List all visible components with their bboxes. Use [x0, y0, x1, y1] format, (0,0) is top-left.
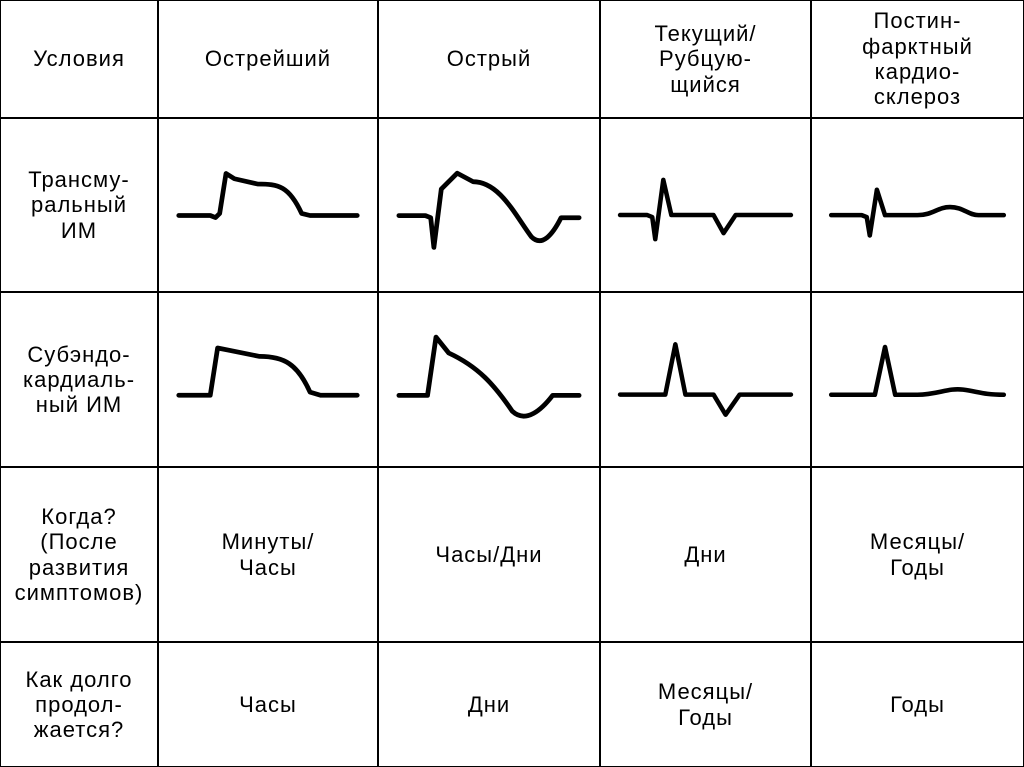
label: Когда?(Послеразвитиясимптомов): [15, 504, 144, 605]
header-acute: Острый: [378, 0, 600, 118]
value: Часы: [239, 692, 297, 717]
ecg-transmural-evolving: [600, 118, 811, 292]
ecg-waveform-icon: [605, 123, 806, 287]
ecg-subendo-evolving: [600, 292, 811, 467]
rowlabel-when: Когда?(Послеразвитиясимптомов): [0, 467, 158, 642]
header-postinfarct: Постин-фарктныйкардио-склероз: [811, 0, 1024, 118]
duration-evolving: Месяцы/Годы: [600, 642, 811, 767]
rowlabel-duration: Как долгопродол-жается?: [0, 642, 158, 767]
ecg-waveform-icon: [605, 297, 806, 462]
ecg-subendo-acute: [378, 292, 600, 467]
ecg-transmural-postinfarct: [811, 118, 1024, 292]
header-evolving: Текущий/Рубцую-щийся: [600, 0, 811, 118]
value: Дни: [468, 692, 510, 717]
duration-acute: Дни: [378, 642, 600, 767]
duration-postinfarct: Годы: [811, 642, 1024, 767]
label: Как долгопродол-жается?: [26, 667, 133, 743]
ecg-transmural-acute: [378, 118, 600, 292]
label: Острейший: [205, 46, 331, 71]
when-acute: Часы/Дни: [378, 467, 600, 642]
rowlabel-subendocardial: Субэндо-кардиаль-ный ИМ: [0, 292, 158, 467]
ecg-waveform-icon: [383, 297, 595, 462]
rowlabel-transmural: Трансму-ральныйИМ: [0, 118, 158, 292]
ecg-evolution-table: Условия Острейший Острый Текущий/Рубцую-…: [0, 0, 1024, 767]
ecg-waveform-icon: [816, 123, 1019, 287]
label: Острый: [447, 46, 532, 71]
value: Часы/Дни: [435, 542, 542, 567]
when-postinfarct: Месяцы/Годы: [811, 467, 1024, 642]
ecg-subendo-hyperacute: [158, 292, 378, 467]
value: Месяцы/Годы: [870, 529, 965, 580]
ecg-waveform-icon: [163, 297, 373, 462]
value: Дни: [684, 542, 726, 567]
header-conditions: Условия: [0, 0, 158, 118]
value: Месяцы/Годы: [658, 679, 753, 730]
value: Годы: [890, 692, 945, 717]
when-hyperacute: Минуты/Часы: [158, 467, 378, 642]
label: Трансму-ральныйИМ: [28, 167, 130, 243]
value: Минуты/Часы: [222, 529, 315, 580]
ecg-waveform-icon: [816, 297, 1019, 462]
ecg-subendo-postinfarct: [811, 292, 1024, 467]
ecg-waveform-icon: [163, 123, 373, 287]
label: Текущий/Рубцую-щийся: [654, 21, 756, 97]
when-evolving: Дни: [600, 467, 811, 642]
label: Субэндо-кардиаль-ный ИМ: [23, 342, 135, 418]
ecg-waveform-icon: [383, 123, 595, 287]
header-hyperacute: Острейший: [158, 0, 378, 118]
duration-hyperacute: Часы: [158, 642, 378, 767]
label: Условия: [33, 46, 125, 71]
ecg-transmural-hyperacute: [158, 118, 378, 292]
label: Постин-фарктныйкардио-склероз: [862, 8, 973, 109]
